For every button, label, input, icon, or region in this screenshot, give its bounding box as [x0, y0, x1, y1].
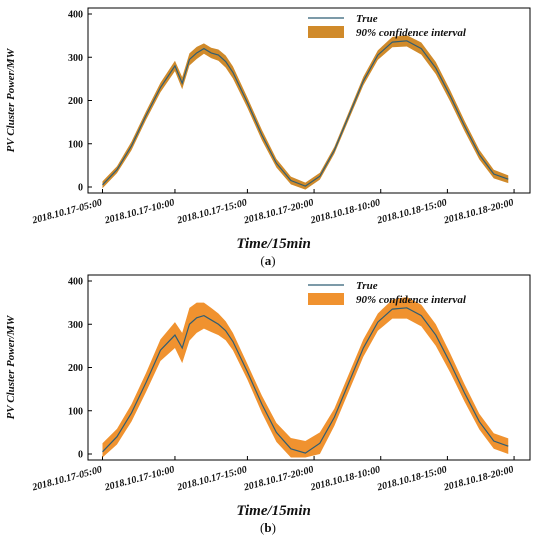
y-tick-label: 0 — [78, 183, 83, 194]
legend-band-swatch — [308, 26, 344, 38]
x-tick-label: 2018.10.18-20:00 — [442, 197, 515, 226]
y-axis-title: PV Cluster Power/MW — [5, 47, 17, 152]
legend-label-true: True — [356, 13, 378, 25]
y-tick-label: 300 — [68, 53, 83, 64]
x-axis-title: Time/15min — [236, 236, 310, 252]
true-line — [102, 40, 509, 187]
y-tick-label: 400 — [68, 277, 83, 288]
y-tick-label: 200 — [68, 363, 83, 374]
y-tick-label: 100 — [68, 406, 83, 417]
y-axis-title: PV Cluster Power/MW — [5, 314, 17, 419]
x-tick-label: 2018.10.18-15:00 — [375, 197, 448, 226]
confidence-band — [102, 297, 509, 458]
legend-band-swatch — [308, 293, 344, 305]
confidence-band — [102, 35, 509, 190]
panel-label: (a) — [260, 253, 275, 268]
legend-label-band: 90% confidence interval — [356, 27, 467, 39]
true-line — [102, 307, 509, 454]
x-tick-label: 2018.10.17-05:00 — [30, 197, 103, 226]
legend-label-band: 90% confidence interval — [356, 294, 467, 306]
x-tick-label: 2018.10.17-10:00 — [103, 197, 176, 226]
y-tick-label: 200 — [68, 96, 83, 107]
x-tick-label: 2018.10.18-10:00 — [308, 197, 381, 226]
y-tick-label: 100 — [68, 139, 83, 150]
y-tick-label: 400 — [68, 10, 83, 21]
legend-label-true: True — [356, 280, 378, 292]
y-tick-label: 300 — [68, 320, 83, 331]
x-tick-label: 2018.10.18-15:00 — [375, 464, 448, 493]
y-tick-label: 0 — [78, 450, 83, 461]
x-tick-label: 2018.10.17-15:00 — [175, 197, 248, 226]
x-tick-label: 2018.10.17-20:00 — [242, 464, 315, 493]
x-tick-label: 2018.10.18-10:00 — [308, 464, 381, 493]
x-tick-label: 2018.10.17-10:00 — [103, 464, 176, 493]
x-tick-label: 2018.10.17-20:00 — [242, 197, 315, 226]
x-tick-label: 2018.10.18-20:00 — [442, 464, 515, 493]
x-axis-title: Time/15min — [236, 503, 310, 519]
x-tick-label: 2018.10.17-05:00 — [30, 464, 103, 493]
x-tick-label: 2018.10.17-15:00 — [175, 464, 248, 493]
panel-label: (b) — [260, 520, 276, 535]
